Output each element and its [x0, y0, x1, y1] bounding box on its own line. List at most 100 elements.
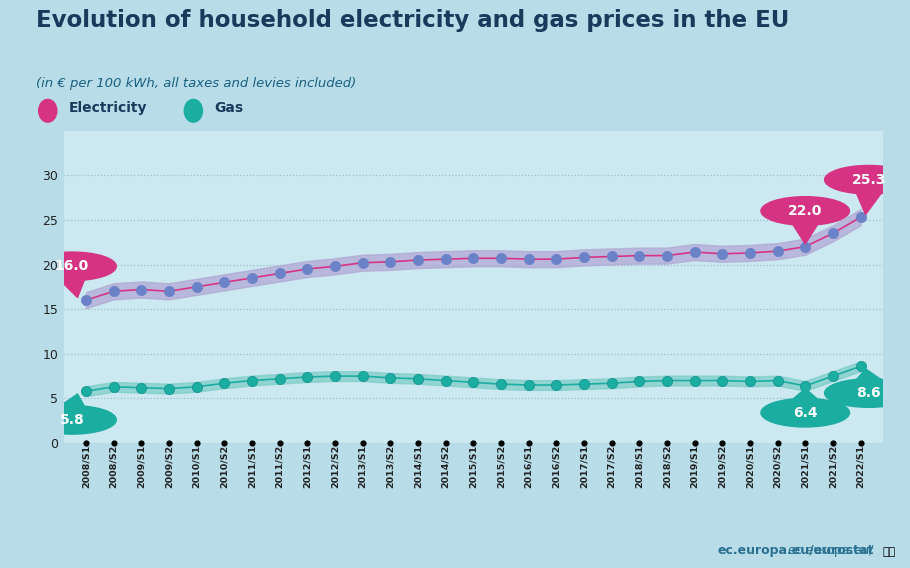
- Text: 🇪🇺: 🇪🇺: [883, 546, 896, 557]
- Point: [245, 376, 259, 385]
- Polygon shape: [793, 389, 818, 399]
- Text: ec.europa.eu/: ec.europa.eu/: [787, 544, 874, 557]
- Text: Gas: Gas: [214, 101, 243, 115]
- Point: [189, 282, 204, 291]
- Point: [632, 377, 646, 386]
- Point: [300, 265, 315, 274]
- Point: [106, 438, 121, 448]
- Point: [798, 381, 813, 390]
- Point: [78, 387, 93, 396]
- Point: [383, 373, 398, 382]
- Point: [604, 252, 619, 261]
- Point: [687, 438, 702, 448]
- Circle shape: [184, 99, 203, 122]
- Point: [466, 378, 480, 387]
- Point: [493, 379, 508, 389]
- Point: [660, 438, 674, 448]
- Point: [245, 438, 259, 448]
- Point: [410, 256, 425, 265]
- Point: [466, 438, 480, 448]
- Point: [549, 438, 563, 448]
- Point: [577, 253, 592, 262]
- Point: [521, 381, 536, 390]
- Point: [632, 438, 646, 448]
- Polygon shape: [59, 279, 85, 298]
- Point: [272, 438, 287, 448]
- Point: [577, 379, 592, 389]
- Circle shape: [761, 197, 850, 225]
- Point: [770, 438, 784, 448]
- Point: [687, 248, 702, 257]
- Point: [106, 382, 121, 391]
- Circle shape: [27, 252, 116, 281]
- Point: [825, 438, 840, 448]
- Point: [770, 247, 784, 256]
- Point: [217, 438, 231, 448]
- Point: [743, 377, 757, 386]
- Point: [825, 229, 840, 238]
- Point: [521, 438, 536, 448]
- Point: [466, 254, 480, 263]
- Point: [549, 254, 563, 264]
- Point: [328, 371, 342, 381]
- Point: [78, 296, 93, 305]
- Point: [355, 438, 369, 448]
- Text: 16.0: 16.0: [55, 260, 89, 273]
- Point: [134, 383, 148, 392]
- Point: [217, 278, 231, 287]
- Point: [355, 258, 369, 268]
- Point: [798, 242, 813, 251]
- Point: [687, 376, 702, 385]
- Point: [660, 376, 674, 385]
- Point: [439, 254, 453, 264]
- Point: [439, 438, 453, 448]
- Point: [162, 384, 177, 393]
- Point: [715, 376, 730, 385]
- Point: [328, 438, 342, 448]
- Point: [300, 373, 315, 382]
- Point: [189, 438, 204, 448]
- Point: [134, 285, 148, 294]
- Polygon shape: [793, 224, 818, 244]
- Point: [743, 248, 757, 257]
- Point: [410, 374, 425, 383]
- Point: [300, 438, 315, 448]
- Point: [743, 438, 757, 448]
- Text: Electricity: Electricity: [68, 101, 147, 115]
- Circle shape: [824, 165, 910, 194]
- Point: [521, 254, 536, 264]
- Circle shape: [761, 398, 850, 427]
- Point: [439, 376, 453, 385]
- Point: [549, 381, 563, 390]
- Point: [355, 371, 369, 381]
- Point: [106, 287, 121, 296]
- Text: 22.0: 22.0: [788, 204, 823, 218]
- Point: [715, 438, 730, 448]
- Point: [770, 376, 784, 385]
- Point: [577, 438, 592, 448]
- Point: [383, 438, 398, 448]
- Point: [493, 438, 508, 448]
- Polygon shape: [856, 369, 881, 379]
- Point: [410, 438, 425, 448]
- Circle shape: [38, 99, 56, 122]
- Point: [272, 374, 287, 383]
- Circle shape: [824, 379, 910, 407]
- Point: [134, 438, 148, 448]
- Point: [217, 379, 231, 388]
- Point: [162, 438, 177, 448]
- Text: Evolution of household electricity and gas prices in the EU: Evolution of household electricity and g…: [36, 9, 790, 31]
- Point: [825, 371, 840, 381]
- Point: [78, 438, 93, 448]
- Point: [604, 379, 619, 388]
- Circle shape: [27, 406, 116, 434]
- Text: (in € per 100 kWh, all taxes and levies included): (in € per 100 kWh, all taxes and levies …: [36, 77, 357, 90]
- Point: [854, 212, 868, 222]
- Point: [272, 269, 287, 278]
- Point: [328, 262, 342, 271]
- Text: 25.3: 25.3: [852, 173, 886, 187]
- Point: [660, 251, 674, 260]
- Text: ec.europa.eu/eurostat: ec.europa.eu/eurostat: [717, 544, 874, 557]
- Text: 5.8: 5.8: [60, 413, 85, 427]
- Polygon shape: [59, 394, 85, 407]
